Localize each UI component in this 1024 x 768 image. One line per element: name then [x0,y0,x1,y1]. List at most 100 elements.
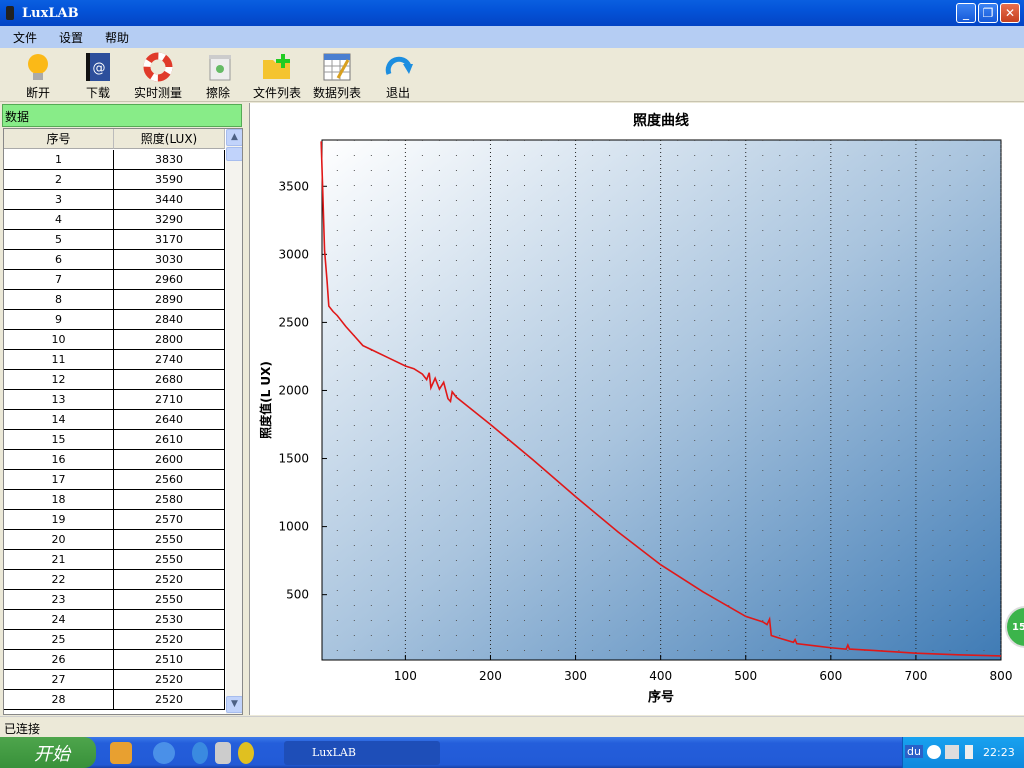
cell-lux: 2840 [114,310,225,330]
minimize-button[interactable]: _ [956,3,976,23]
table-row[interactable]: 7 2960 [4,270,225,290]
cell-index: 4 [4,210,114,230]
menu-help[interactable]: 帮助 [105,30,130,45]
tray-icon[interactable] [965,745,973,759]
realtime-measure-button[interactable]: 实时测量 [134,52,182,101]
table-row[interactable]: 27 2520 [4,670,225,690]
table-row[interactable]: 1 3830 [4,150,225,170]
app-icon [6,6,14,20]
cell-index: 14 [4,410,114,430]
x-tick-label: 700 [904,669,927,683]
table-row[interactable]: 28 2520 [4,690,225,710]
network-icon[interactable] [945,745,959,759]
cell-lux: 2520 [114,670,225,690]
quicklaunch-browser-icon[interactable] [153,742,175,764]
start-button[interactable]: 开始 [0,737,96,768]
table-row[interactable]: 17 2560 [4,470,225,490]
table-row[interactable]: 16 2600 [4,450,225,470]
x-tick-label: 200 [479,669,502,683]
table-row[interactable]: 5 3170 [4,230,225,250]
cell-lux: 2520 [114,630,225,650]
x-axis-label: 序号 [648,689,674,705]
column-header-lux[interactable]: 照度(LUX) [114,129,225,149]
cell-index: 21 [4,550,114,570]
ie-icon[interactable] [192,742,208,764]
cell-lux: 2960 [114,270,225,290]
disconnect-button[interactable]: 断开 [22,52,54,101]
quicklaunch-app-icon[interactable] [110,742,132,764]
cell-index: 8 [4,290,114,310]
cell-index: 6 [4,250,114,270]
status-bar: 已连接 [0,716,1024,736]
quicklaunch-tool-icon[interactable] [215,742,231,764]
y-tick-label: 3500 [278,179,309,193]
table-row[interactable]: 12 2680 [4,370,225,390]
table-row[interactable]: 9 2840 [4,310,225,330]
cell-lux: 2600 [114,450,225,470]
table-row[interactable]: 6 3030 [4,250,225,270]
cell-lux: 2550 [114,590,225,610]
table-row[interactable]: 26 2510 [4,650,225,670]
table-row[interactable]: 19 2570 [4,510,225,530]
table-row[interactable]: 13 2710 [4,390,225,410]
y-tick-label: 1500 [278,452,309,466]
file-list-button[interactable]: 文件列表 [253,52,301,101]
y-tick-label: 1000 [278,520,309,534]
cell-lux: 3830 [114,150,225,170]
ime-indicator[interactable]: du [905,745,923,758]
folder-add-icon [261,52,293,82]
maximize-button[interactable]: ❐ [978,3,998,23]
menu-file[interactable]: 文件 [13,30,38,45]
table-row[interactable]: 20 2550 [4,530,225,550]
table-row[interactable]: 2 3590 [4,170,225,190]
exit-button[interactable]: 退出 [384,52,413,101]
cell-index: 7 [4,270,114,290]
data-list-button[interactable]: 数据列表 [313,52,361,101]
vertical-scrollbar[interactable]: ▲ ▼ [226,129,242,714]
cell-index: 10 [4,330,114,350]
y-axis-label: 照度值(L UX) [258,361,273,439]
table-row[interactable]: 8 2890 [4,290,225,310]
table-row[interactable]: 10 2800 [4,330,225,350]
cell-index: 23 [4,590,114,610]
lifebuoy-icon [142,52,174,82]
y-tick-label: 2000 [278,383,309,397]
x-tick-label: 400 [649,669,672,683]
table-row[interactable]: 22 2520 [4,570,225,590]
illuminance-chart: 照度曲线 序号 照度值(L UX) 100 200 300 400 500 600 700 8… [258,112,1012,705]
x-tick-label: 300 [564,669,587,683]
cell-lux: 3590 [114,170,225,190]
table-row[interactable]: 3 3440 [4,190,225,210]
table-row[interactable]: 24 2530 [4,610,225,630]
table-row[interactable]: 23 2550 [4,590,225,610]
cell-lux: 3290 [114,210,225,230]
scroll-down-button[interactable]: ▼ [226,696,242,713]
cell-index: 18 [4,490,114,510]
scroll-thumb[interactable] [226,147,242,161]
cell-lux: 2640 [114,410,225,430]
cell-index: 17 [4,470,114,490]
table-row[interactable]: 18 2580 [4,490,225,510]
cell-lux: 2530 [114,610,225,630]
table-row[interactable]: 4 3290 [4,210,225,230]
table-row[interactable]: 25 2520 [4,630,225,650]
cell-lux: 2710 [114,390,225,410]
chart-title: 照度曲线 [633,112,689,129]
address-book-icon: @ [82,52,114,82]
table-row[interactable]: 11 2740 [4,350,225,370]
cell-lux: 2740 [114,350,225,370]
download-button[interactable]: @ 下载 [82,52,114,101]
erase-button[interactable]: 擦除 [204,52,232,101]
panel-title: 数据 [2,104,242,127]
table-row[interactable]: 15 2610 [4,430,225,450]
close-button[interactable]: ✕ [1000,3,1020,23]
cell-index: 20 [4,530,114,550]
taskbar-item-luxlab[interactable]: LuxLAB [284,741,440,765]
table-row[interactable]: 21 2550 [4,550,225,570]
table-row[interactable]: 14 2640 [4,410,225,430]
menu-settings[interactable]: 设置 [59,30,84,45]
tray-expand-icon[interactable] [927,745,941,759]
quicklaunch-plus-icon[interactable] [238,742,254,764]
column-header-index[interactable]: 序号 [4,129,114,149]
scroll-up-button[interactable]: ▲ [226,129,242,146]
